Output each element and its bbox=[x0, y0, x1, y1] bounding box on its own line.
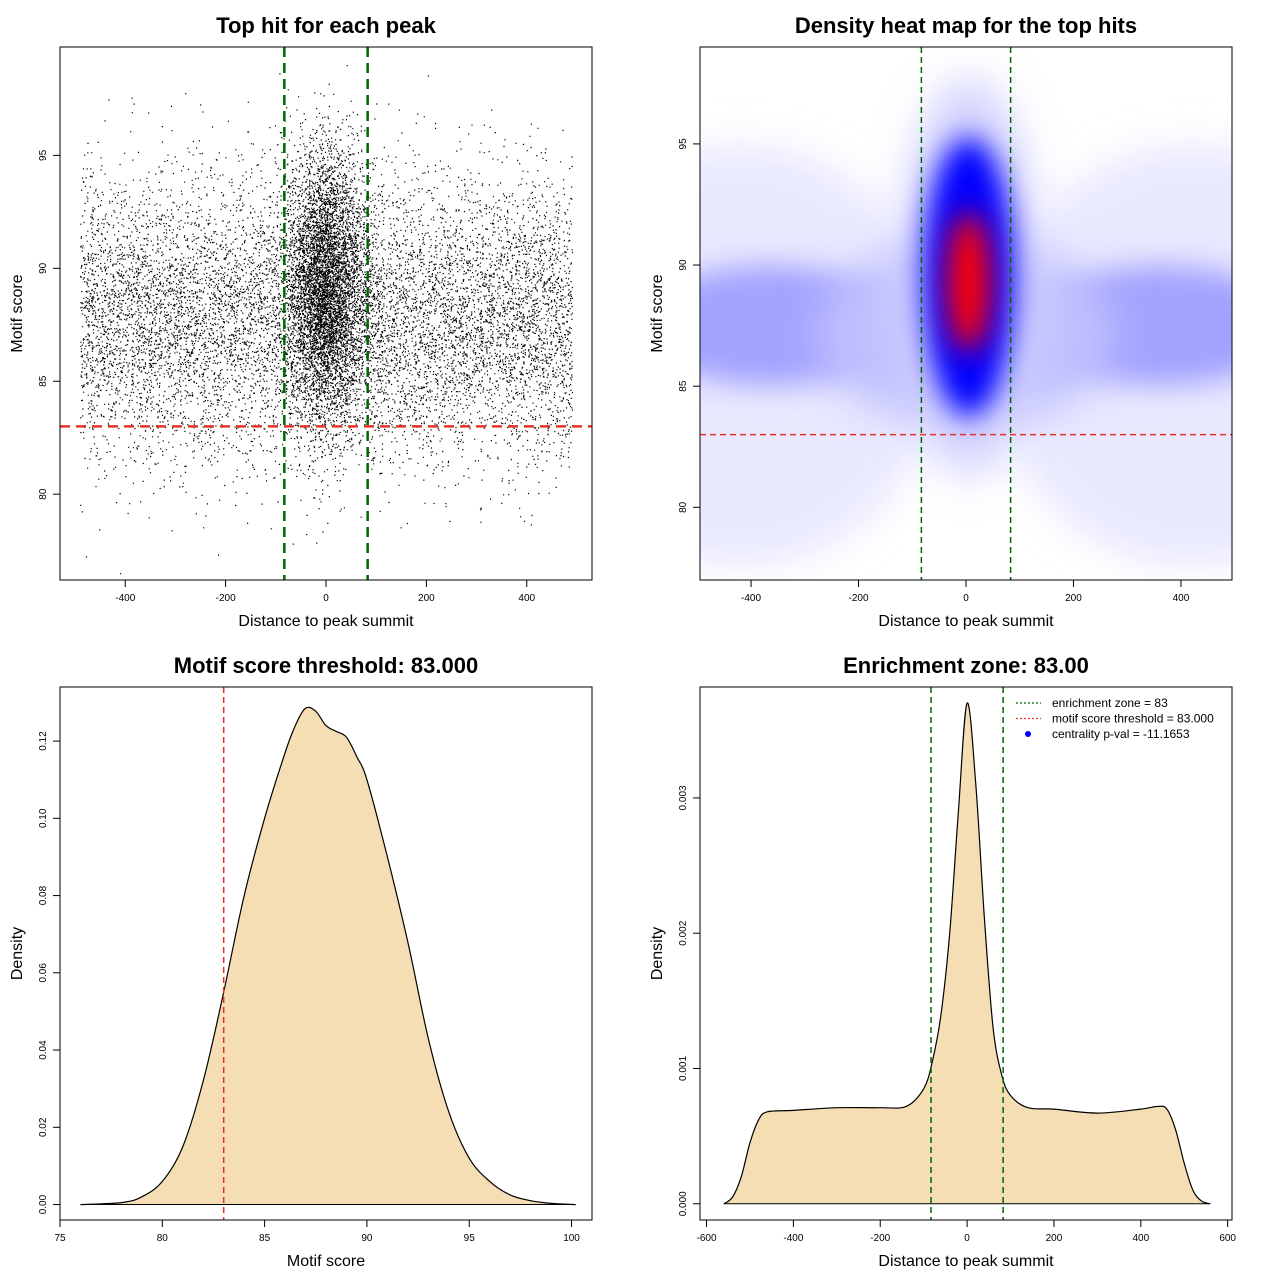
y-tick-label: 90 bbox=[678, 259, 689, 271]
x-tick-label: -200 bbox=[216, 593, 236, 604]
y-tick-label: 0.04 bbox=[38, 1040, 49, 1060]
x-tick-label: 200 bbox=[418, 593, 435, 604]
panel-title: Density heat map for the top hits bbox=[795, 13, 1137, 38]
plot-box bbox=[699, 686, 1233, 1221]
y-tick-label: 0.10 bbox=[38, 808, 49, 828]
x-tick-label: 100 bbox=[563, 1233, 580, 1244]
panel-title: Enrichment zone: 83.00 bbox=[843, 653, 1089, 678]
x-tick-label: 600 bbox=[1219, 1233, 1236, 1244]
y-tick-label: 0.000 bbox=[678, 1191, 689, 1216]
density-curve bbox=[80, 706, 576, 1206]
y-tick-label: 80 bbox=[678, 501, 689, 513]
x-axis-label: Distance to peak summit bbox=[878, 1253, 1054, 1270]
y-tick-label: 80 bbox=[38, 488, 49, 500]
x-tick-label: -400 bbox=[783, 1233, 803, 1244]
reference-lines bbox=[60, 47, 592, 580]
panel-title: Top hit for each peak bbox=[216, 13, 436, 38]
y-tick-label: 0.00 bbox=[38, 1194, 49, 1214]
y-tick-label: 0.003 bbox=[678, 785, 689, 810]
density-fill bbox=[723, 702, 1211, 1204]
y-tick-label: 0.06 bbox=[38, 963, 49, 983]
x-tick-label: 80 bbox=[157, 1233, 169, 1244]
reference-lines bbox=[930, 687, 1004, 1220]
plot-box bbox=[699, 46, 1233, 581]
panel-2: Density heat map for the top hits Distanc… bbox=[649, 13, 1233, 630]
x-axis-label: Distance to peak summit bbox=[238, 613, 414, 630]
legend: enrichment zone = 83 motif score threshol… bbox=[1016, 696, 1214, 741]
legend-entry: enrichment zone = 83 bbox=[1052, 696, 1168, 710]
panel-1: Top hit for each peak Distance to peak su… bbox=[9, 13, 593, 630]
point-cloud bbox=[80, 65, 574, 575]
x-tick-label: -400 bbox=[741, 593, 761, 604]
x-tick-label: 90 bbox=[361, 1233, 373, 1244]
reference-lines bbox=[700, 47, 1232, 580]
x-tick-label: 400 bbox=[518, 593, 535, 604]
x-tick-label: -600 bbox=[697, 1233, 717, 1244]
y-tick-label: 0.12 bbox=[38, 731, 49, 751]
y-tick-label: 0.02 bbox=[38, 1117, 49, 1137]
y-axis-label: Density bbox=[649, 927, 666, 980]
x-tick-label: 95 bbox=[464, 1233, 476, 1244]
panel-title: Motif score threshold: 83.000 bbox=[174, 653, 478, 678]
x-tick-label: 400 bbox=[1173, 593, 1190, 604]
y-tick-label: 85 bbox=[38, 375, 49, 387]
x-tick-label: 85 bbox=[259, 1233, 271, 1244]
y-axis-label: Density bbox=[9, 927, 26, 980]
y-tick-label: 95 bbox=[678, 138, 689, 150]
x-tick-label: 400 bbox=[1132, 1233, 1149, 1244]
density-fill bbox=[80, 707, 576, 1205]
legend-entry: centrality p-val = -11.1653 bbox=[1052, 727, 1190, 741]
x-tick-label: 200 bbox=[1046, 1233, 1063, 1244]
x-tick-label: -400 bbox=[115, 593, 135, 604]
y-tick-label: 0.002 bbox=[678, 920, 689, 945]
y-tick-label: 85 bbox=[678, 380, 689, 392]
heatmap-field bbox=[700, 47, 1232, 580]
density-curve bbox=[723, 702, 1211, 1205]
legend-point-marker bbox=[1025, 731, 1031, 737]
plot-box bbox=[59, 46, 593, 581]
x-tick-label: 200 bbox=[1065, 593, 1082, 604]
x-tick-label: -200 bbox=[870, 1233, 890, 1244]
y-tick-label: 95 bbox=[38, 149, 49, 161]
panel-3: Motif score threshold: 83.000 Motif score… bbox=[9, 653, 593, 1270]
x-axis-label: Distance to peak summit bbox=[878, 613, 1054, 630]
y-tick-label: 0.001 bbox=[678, 1056, 689, 1081]
y-axis-label: Motif score bbox=[9, 274, 26, 352]
x-tick-label: 0 bbox=[323, 593, 329, 604]
y-tick-label: 0.08 bbox=[38, 885, 49, 905]
x-tick-label: 75 bbox=[54, 1233, 66, 1244]
x-tick-label: -200 bbox=[849, 593, 869, 604]
x-axis-label: Motif score bbox=[287, 1253, 365, 1270]
x-tick-label: 0 bbox=[964, 1233, 970, 1244]
panel-4: Enrichment zone: 83.00 Distance to peak s… bbox=[649, 653, 1236, 1270]
legend-entry: motif score threshold = 83.000 bbox=[1052, 712, 1214, 726]
x-tick-label: 0 bbox=[963, 593, 969, 604]
y-axis-label: Motif score bbox=[649, 274, 666, 352]
plot-box bbox=[59, 686, 593, 1221]
density-peak bbox=[946, 212, 991, 353]
scatter-points bbox=[80, 65, 574, 575]
y-tick-label: 90 bbox=[38, 262, 49, 274]
